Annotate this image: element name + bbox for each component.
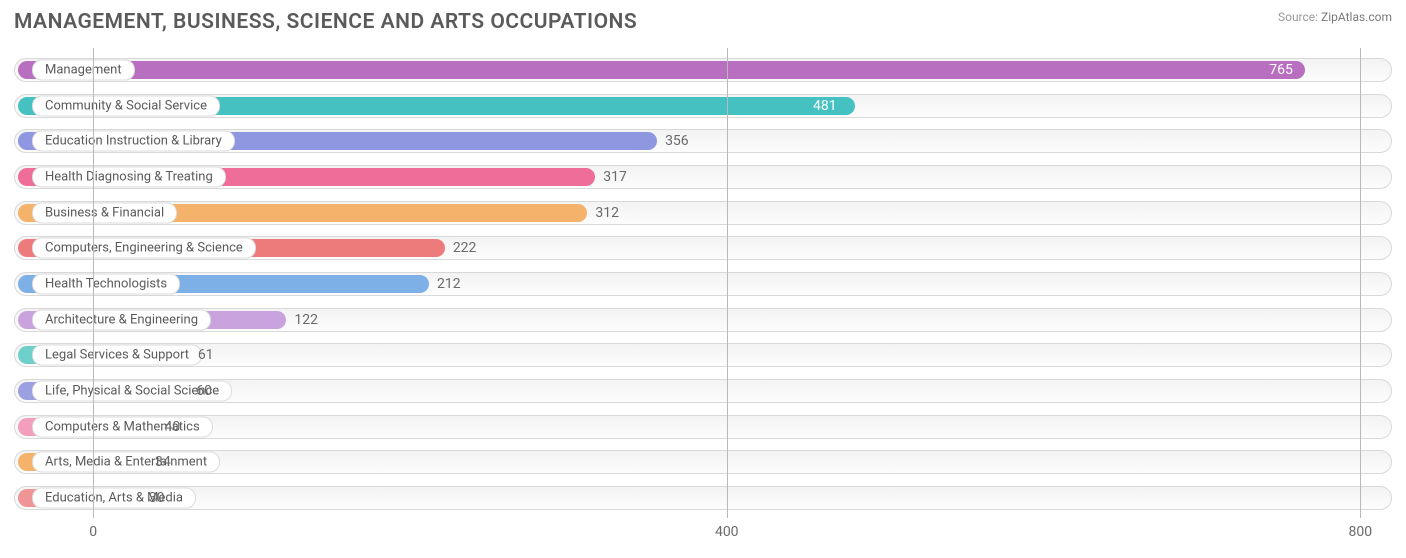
bar-value-label: 765	[1269, 62, 1293, 78]
bar-row: Health Diagnosing & Treating 317	[14, 163, 1392, 191]
axis-tick-label: 800	[1349, 524, 1373, 540]
bar-row: Legal Services & Support61	[14, 341, 1392, 369]
axis-tick-label: 400	[715, 524, 739, 540]
bar-row: Health Technologists 212	[14, 270, 1392, 298]
bar-label-pill: Arts, Media & Entertainment	[32, 452, 220, 473]
source-link[interactable]: ZipAtlas.com	[1321, 10, 1392, 24]
bar-row: Arts, Media & Entertainment34	[14, 448, 1392, 476]
bar-label-pill: Computers, Engineering & Science	[32, 238, 256, 259]
bar-value-label: 212	[437, 276, 461, 292]
grid-line	[93, 48, 94, 518]
bar-row: Management 765	[14, 56, 1392, 84]
bar-label-pill: Architecture & Engineering	[32, 309, 211, 330]
bar-track	[14, 343, 1392, 367]
bar-value-label: 356	[665, 133, 689, 149]
bar-track	[14, 415, 1392, 439]
bar-row: Education Instruction & Library 356	[14, 127, 1392, 155]
bar-row: Architecture & Engineering 122	[14, 306, 1392, 334]
bar-value-label: 30	[149, 490, 165, 506]
bar-value-label: 61	[198, 347, 214, 363]
bar-value-label: 40	[165, 419, 181, 435]
bar-value-label: 122	[294, 312, 318, 328]
bar-fill	[18, 61, 1305, 79]
occupations-bar-chart: Management 765 Community & Social Service 4…	[14, 48, 1392, 540]
bar-track	[14, 486, 1392, 510]
bar-label-pill: Education, Arts & Media	[32, 488, 196, 509]
bar-track	[14, 450, 1392, 474]
axis-tick-label: 0	[89, 524, 97, 540]
bar-label-pill: Health Technologists	[32, 273, 180, 294]
bar-label-pill: Education Instruction & Library	[32, 131, 235, 152]
bar-label-pill: Health Diagnosing & Treating	[32, 166, 226, 187]
bar-label-pill: Legal Services & Support	[32, 345, 202, 366]
bar-row: Computers, Engineering & Science 222	[14, 234, 1392, 262]
bar-value-label: 60	[196, 383, 212, 399]
bar-label-pill: Community & Social Service	[32, 95, 220, 116]
bar-label-pill: Management	[32, 59, 135, 80]
bar-row: Life, Physical & Social Science60	[14, 377, 1392, 405]
bar-row: Computers & Mathematics40	[14, 413, 1392, 441]
bar-label-pill: Computers & Mathematics	[32, 416, 213, 437]
bar-row: Business & Financial 312	[14, 199, 1392, 227]
grid-line	[727, 48, 728, 518]
bar-row: Community & Social Service 481	[14, 92, 1392, 120]
chart-title: MANAGEMENT, BUSINESS, SCIENCE AND ARTS O…	[0, 0, 1406, 40]
bar-value-label: 34	[155, 454, 171, 470]
bar-track-container: Management 765 Community & Social Service 4…	[14, 52, 1392, 516]
bar-value-label: 481	[813, 98, 837, 114]
bar-label-pill: Business & Financial	[32, 202, 177, 223]
bar-value-label: 312	[595, 205, 619, 221]
source-attribution: Source: ZipAtlas.com	[1278, 10, 1392, 24]
grid-line	[1360, 48, 1361, 518]
bar-value-label: 317	[603, 169, 627, 185]
bar-value-label: 222	[453, 240, 477, 256]
source-label: Source:	[1278, 10, 1318, 24]
bar-row: Education, Arts & Media30	[14, 484, 1392, 512]
